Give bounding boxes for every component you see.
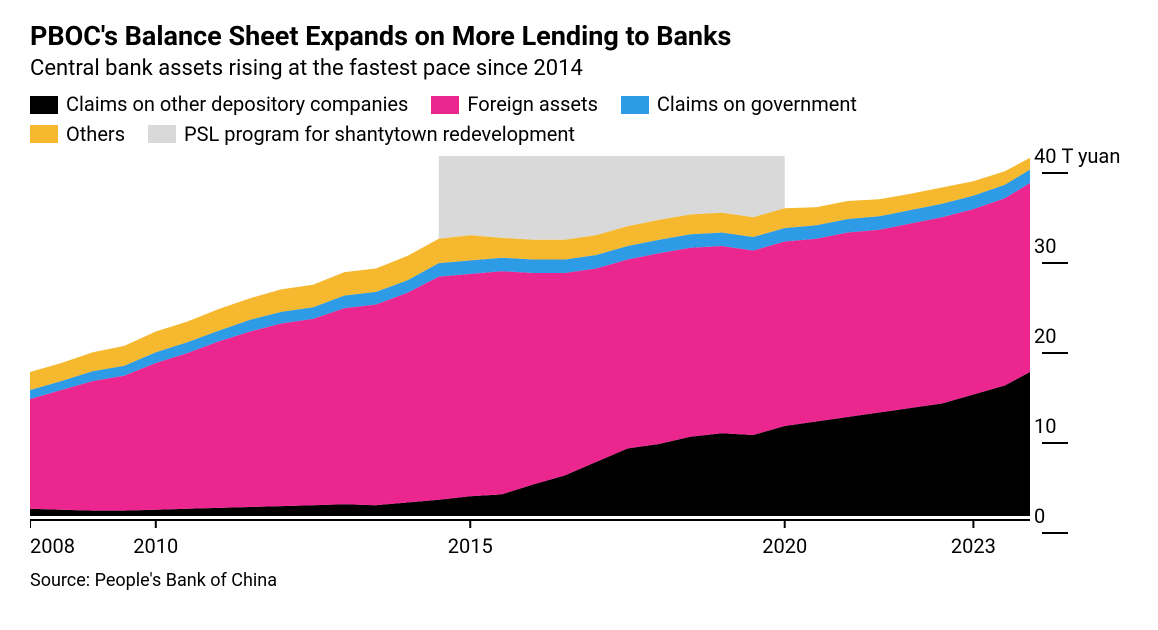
x-tick-label: 2020: [762, 534, 807, 558]
legend-label: Others: [66, 121, 125, 148]
legend-label: Claims on other depository companies: [66, 91, 408, 118]
legend-item-foreign-assets: Foreign assets: [431, 91, 598, 118]
chart-subtitle: Central bank assets rising at the fastes…: [30, 56, 1128, 81]
legend-label: Claims on government: [657, 91, 857, 118]
legend-item-psl: PSL program for shantytown redevelopment: [148, 121, 575, 148]
x-tick-label: 2015: [448, 534, 493, 558]
legend-swatch: [431, 96, 459, 114]
x-tick-label: 2008: [30, 534, 75, 558]
legend-label: Foreign assets: [467, 91, 598, 118]
chart-title: PBOC's Balance Sheet Expands on More Len…: [30, 20, 1128, 52]
x-tick-label: 2023: [951, 534, 996, 558]
legend-label: PSL program for shantytown redevelopment: [184, 121, 575, 148]
stacked-area-chart-svg: [30, 156, 1128, 556]
legend-item-claims-depository: Claims on other depository companies: [30, 91, 408, 118]
legend-swatch: [621, 96, 649, 114]
legend-item-claims-government: Claims on government: [621, 91, 857, 118]
legend-item-others: Others: [30, 121, 125, 148]
legend-swatch: [30, 96, 58, 114]
x-axis: 2008 2010 2015 2020 2023: [30, 528, 1030, 558]
legend-swatch: [30, 125, 58, 143]
chart-container: PBOC's Balance Sheet Expands on More Len…: [0, 0, 1158, 630]
legend-swatch: [148, 125, 176, 143]
legend: Claims on other depository companies For…: [30, 91, 1128, 150]
source-text: Source: People's Bank of China: [30, 570, 1128, 591]
chart-plot-area: 40 T yuan3020100 20082010201520202023: [30, 156, 1128, 556]
x-tick-label: 2010: [133, 534, 178, 558]
